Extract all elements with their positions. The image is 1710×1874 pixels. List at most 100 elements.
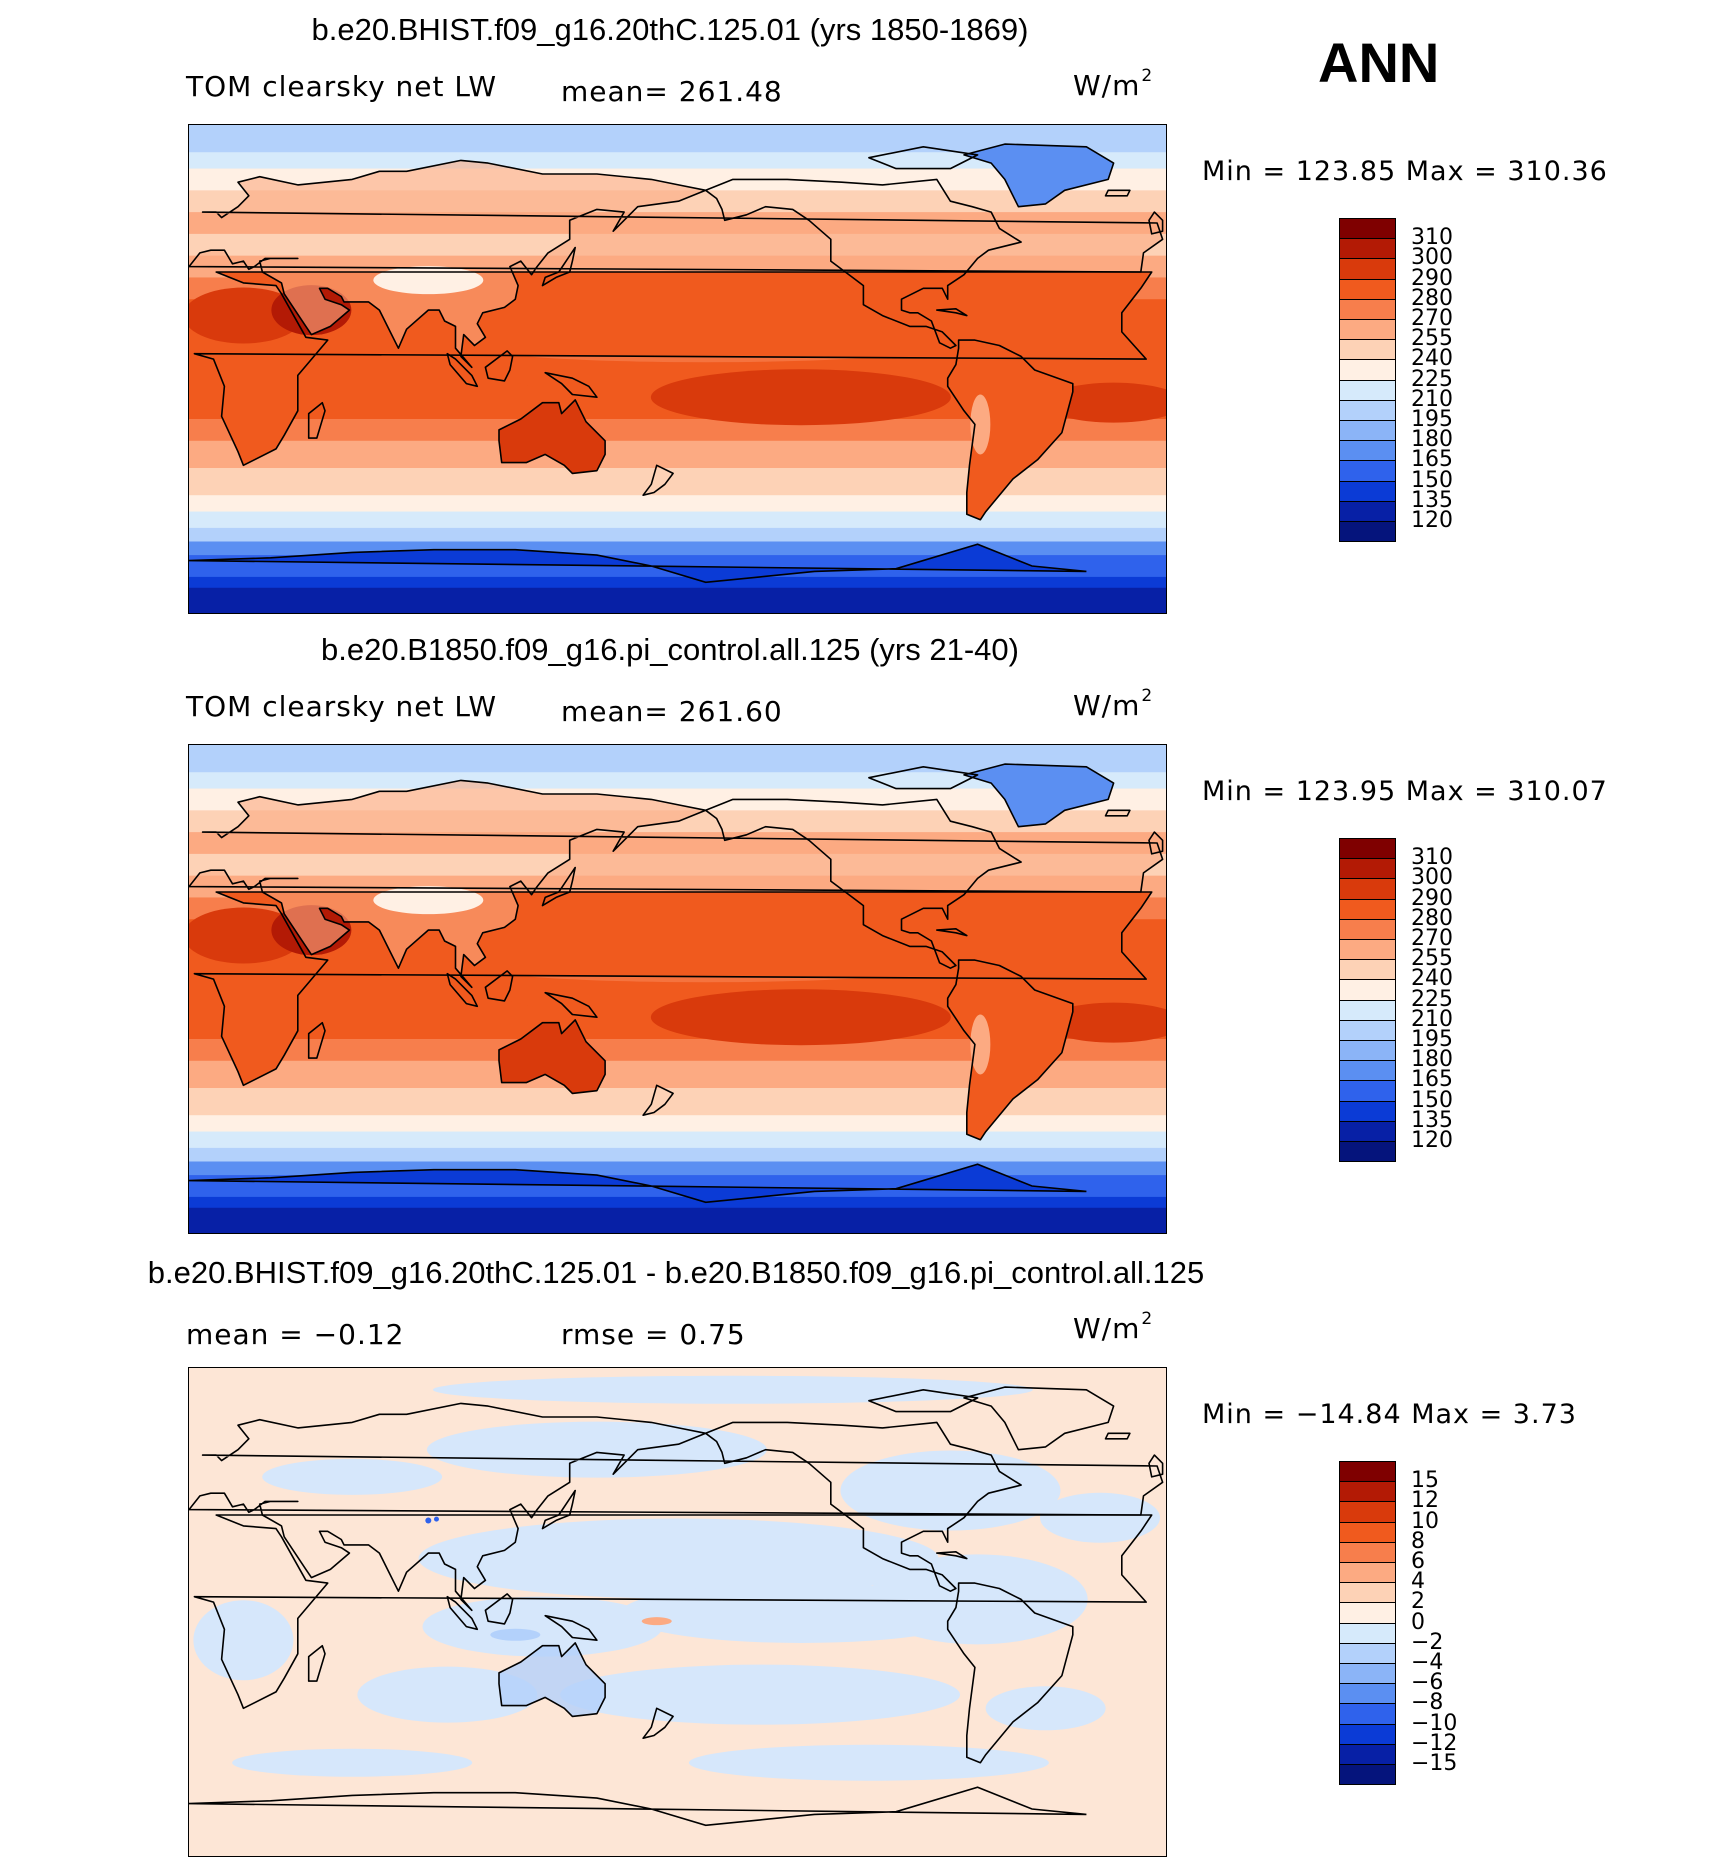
colorbar-tick-label: −8 [1411,1690,1444,1716]
min-max-label: Min = −14.84 Max = 3.73 [1202,1399,1577,1430]
colorbar-tick-label: 240 [1411,966,1453,992]
colorbar-tick-label: −4 [1411,1650,1444,1675]
colorbar-swatch [1339,399,1396,421]
colorbar-tick-label: 6 [1411,1549,1425,1574]
colorbar-swatch [1339,480,1396,502]
colorbar-swatch [1339,298,1396,320]
colorbar-tick-label: 255 [1411,326,1453,352]
colorbar-tick-label: 270 [1411,926,1453,951]
colorbar-tick-label: 310 [1411,845,1453,871]
colorbar-swatch [1339,218,1396,240]
colorbar-tick-label: 210 [1411,386,1453,412]
units-label: W/m2 [1073,1309,1154,1345]
colorbar-swatch [1339,278,1396,300]
colorbar-tick-label: 2 [1411,1589,1425,1615]
colorbar-tick-label: 210 [1411,1006,1453,1032]
colorbar-swatch [1339,359,1396,381]
map-control [188,744,1167,1234]
colorbar-tick-label: 165 [1411,1067,1453,1093]
units-label: W/m2 [1073,66,1154,102]
colorbar-tick-label: −12 [1411,1730,1458,1756]
colorbar-swatch [1339,1642,1396,1664]
colorbar-tick-label: −6 [1411,1670,1444,1696]
colorbar-tick-label: 270 [1411,306,1453,331]
variable-label: TOM clearsky net LW [186,70,498,103]
colorbar-swatch [1339,1521,1396,1543]
colorbar-tick-label: 240 [1411,346,1453,372]
colorbar-swatch [1339,319,1396,341]
colorbar-tick-label: 150 [1411,467,1453,493]
min-max-label: Min = 123.85 Max = 310.36 [1202,156,1608,187]
colorbar-swatch [1339,1622,1396,1644]
colorbar-swatch [1339,500,1396,522]
colorbar-tick-label: 135 [1411,1107,1453,1133]
colorbar-tick-label: 120 [1411,508,1453,533]
colorbar-swatch [1339,1562,1396,1584]
colorbar-tick-label: −2 [1411,1629,1444,1655]
colorbar-swatch [1339,1683,1396,1705]
colorbar-swatch [1339,1461,1396,1483]
colorbar-tick-label: 225 [1411,366,1453,392]
colorbar-swatch [1339,1019,1396,1041]
colorbar-swatch [1339,838,1396,860]
colorbar-swatch [1339,999,1396,1021]
colorbar-tick-label: 15 [1411,1468,1439,1494]
colorbar-tick-label: −15 [1411,1751,1458,1776]
panel-historical: b.e20.BHIST.f09_g16.20thC.125.01 (yrs 18… [0,0,1710,620]
colorbar-tick-label: 165 [1411,447,1453,473]
mean-label: mean = −0.12 [186,1318,405,1351]
season-label: ANN [1318,31,1440,94]
colorbar-swatch [1339,440,1396,462]
colorbar-tick-label: −10 [1411,1710,1458,1736]
panel-difference: b.e20.BHIST.f09_g16.20thC.125.01 - b.e20… [0,1243,1710,1874]
colorbar-tick-label: 150 [1411,1087,1453,1113]
colorbar-tick-label: 255 [1411,946,1453,972]
rmse-label: rmse = 0.75 [561,1318,746,1351]
colorbar-tick-label: 300 [1411,245,1453,271]
colorbar-swatch [1339,339,1396,361]
units-label: W/m2 [1073,686,1154,722]
panel-title: b.e20.BHIST.f09_g16.20thC.125.01 - b.e20… [147,1255,1205,1290]
mean-label: mean= 261.48 [561,75,783,108]
colorbar-swatch [1339,1541,1396,1563]
panel-control: b.e20.B1850.f09_g16.pi_control.all.125 (… [0,620,1710,1240]
colorbar-tick-label: 290 [1411,265,1453,291]
colorbar-swatch [1339,460,1396,482]
colorbar-swatch [1339,521,1396,543]
colorbar-tick-label: 8 [1411,1528,1425,1554]
colorbar-tick-label: 290 [1411,885,1453,911]
colorbar-swatch [1339,238,1396,260]
colorbar-swatch [1339,898,1396,920]
colorbar-swatch [1339,878,1396,900]
colorbar-tick-label: 280 [1411,285,1453,311]
map-difference [188,1367,1167,1857]
colorbar-tick-label: 4 [1411,1569,1425,1595]
colorbar-swatch [1339,858,1396,880]
colorbar-swatch [1339,918,1396,940]
colorbar-swatch [1339,939,1396,961]
variable-label: TOM clearsky net LW [186,690,498,723]
colorbar-tick-label: 225 [1411,986,1453,1012]
colorbar-swatch [1339,1481,1396,1503]
colorbar-swatch [1339,1120,1396,1142]
colorbar-swatch [1339,420,1396,442]
panel-title: b.e20.B1850.f09_g16.pi_control.all.125 (… [321,632,1019,667]
colorbar-swatch [1339,379,1396,401]
colorbar-swatch [1339,1582,1396,1604]
colorbar-tick-label: 280 [1411,905,1453,931]
colorbar-swatch [1339,1764,1396,1786]
colorbar-swatch [1339,1743,1396,1765]
min-max-label: Min = 123.95 Max = 310.07 [1202,776,1608,807]
mean-label: mean= 261.60 [561,695,783,728]
panel-title: b.e20.BHIST.f09_g16.20thC.125.01 (yrs 18… [311,12,1029,47]
colorbar-swatch [1339,979,1396,1001]
colorbar-swatch [1339,1100,1396,1122]
colorbar-swatch [1339,1703,1396,1725]
colorbar-tick-label: 300 [1411,865,1453,891]
colorbar-swatch [1339,258,1396,280]
colorbar-tick-label: 195 [1411,1027,1453,1052]
colorbar-tick-label: 12 [1411,1488,1439,1514]
colorbar-tick-label: 135 [1411,487,1453,513]
colorbar-swatch [1339,1723,1396,1745]
colorbar-swatch [1339,1501,1396,1523]
